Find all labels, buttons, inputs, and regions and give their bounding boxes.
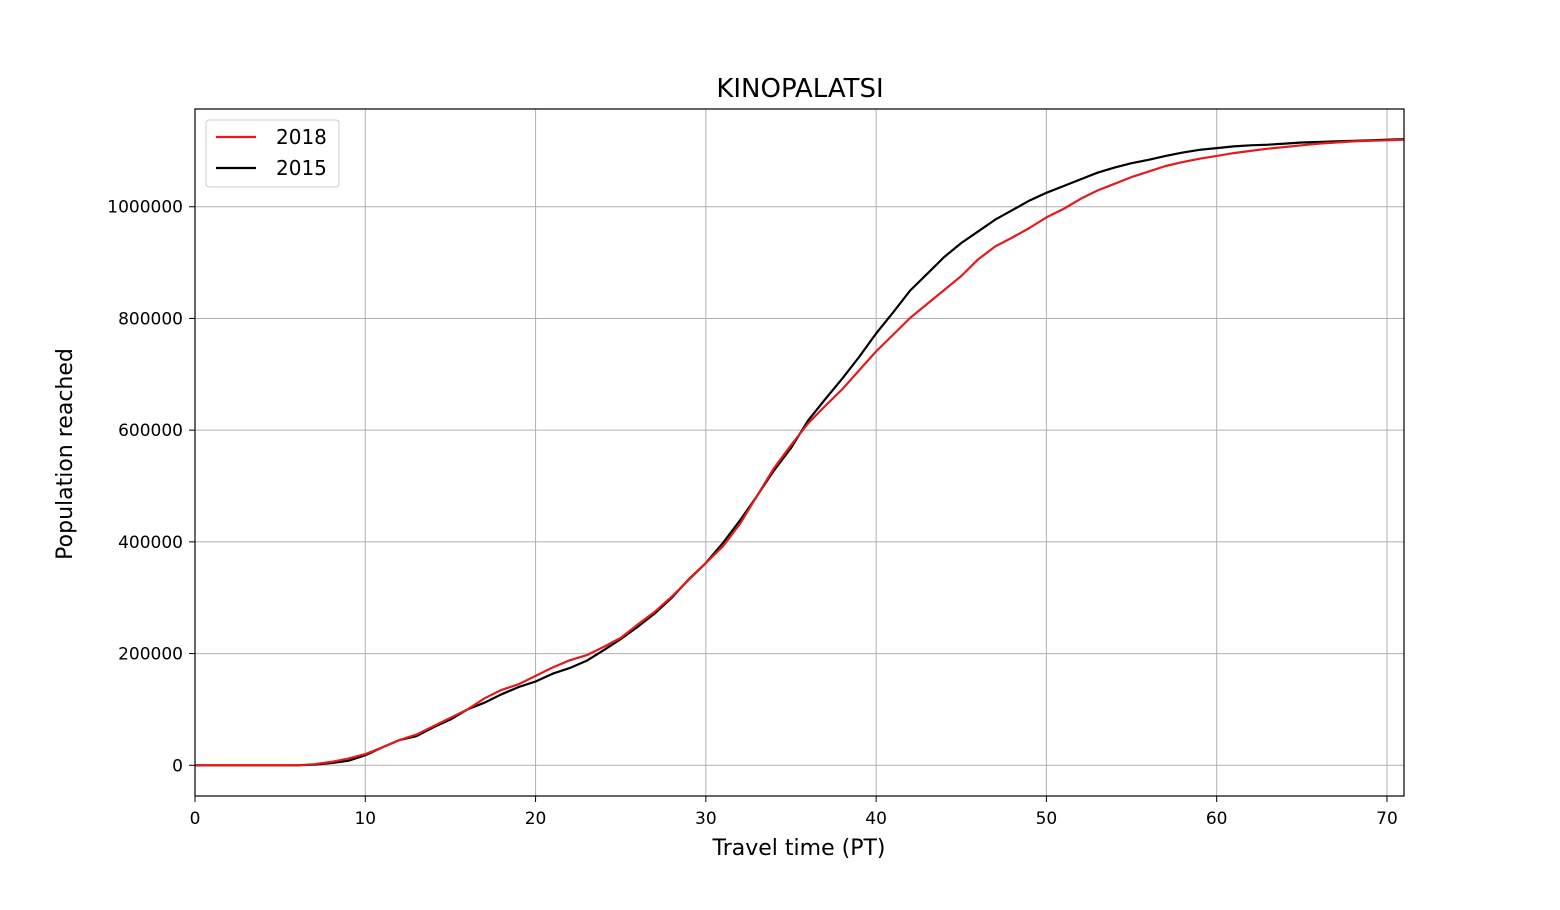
series-line-2018 xyxy=(195,138,1405,767)
x-tick-label-20: 20 xyxy=(525,809,547,829)
x-axis-label: Travel time (PT) xyxy=(712,836,886,861)
x-tick-label-0: 0 xyxy=(190,809,201,829)
plot-frame xyxy=(194,108,1405,797)
x-tick-label-40: 40 xyxy=(865,809,887,829)
y-axis-label: Population reached xyxy=(53,348,78,560)
legend-label-2015: 2015 xyxy=(276,156,327,180)
y-tick-label-0: 0 xyxy=(172,756,183,776)
chart-title: KINOPALATSI xyxy=(716,74,883,104)
y-tick-label-200000: 200000 xyxy=(118,645,183,665)
series-layer xyxy=(195,138,1405,767)
grid xyxy=(194,109,1404,796)
x-tick-label-60: 60 xyxy=(1206,809,1228,829)
x-tick-label-30: 30 xyxy=(695,809,717,829)
legend: 2018 2015 xyxy=(205,119,340,188)
y-tick-label-1000000: 1000000 xyxy=(107,198,183,218)
x-axis-ticks: 0 10 20 30 40 50 60 70 xyxy=(190,796,1398,829)
x-tick-label-10: 10 xyxy=(354,809,376,829)
y-tick-label-600000: 600000 xyxy=(118,421,183,441)
y-axis-ticks: 0 200000 400000 600000 800000 1000000 xyxy=(107,198,195,776)
legend-label-2018: 2018 xyxy=(276,125,327,149)
x-tick-label-70: 70 xyxy=(1376,809,1398,829)
y-tick-label-800000: 800000 xyxy=(118,309,183,329)
y-tick-label-400000: 400000 xyxy=(118,533,183,553)
x-tick-label-50: 50 xyxy=(1036,809,1058,829)
